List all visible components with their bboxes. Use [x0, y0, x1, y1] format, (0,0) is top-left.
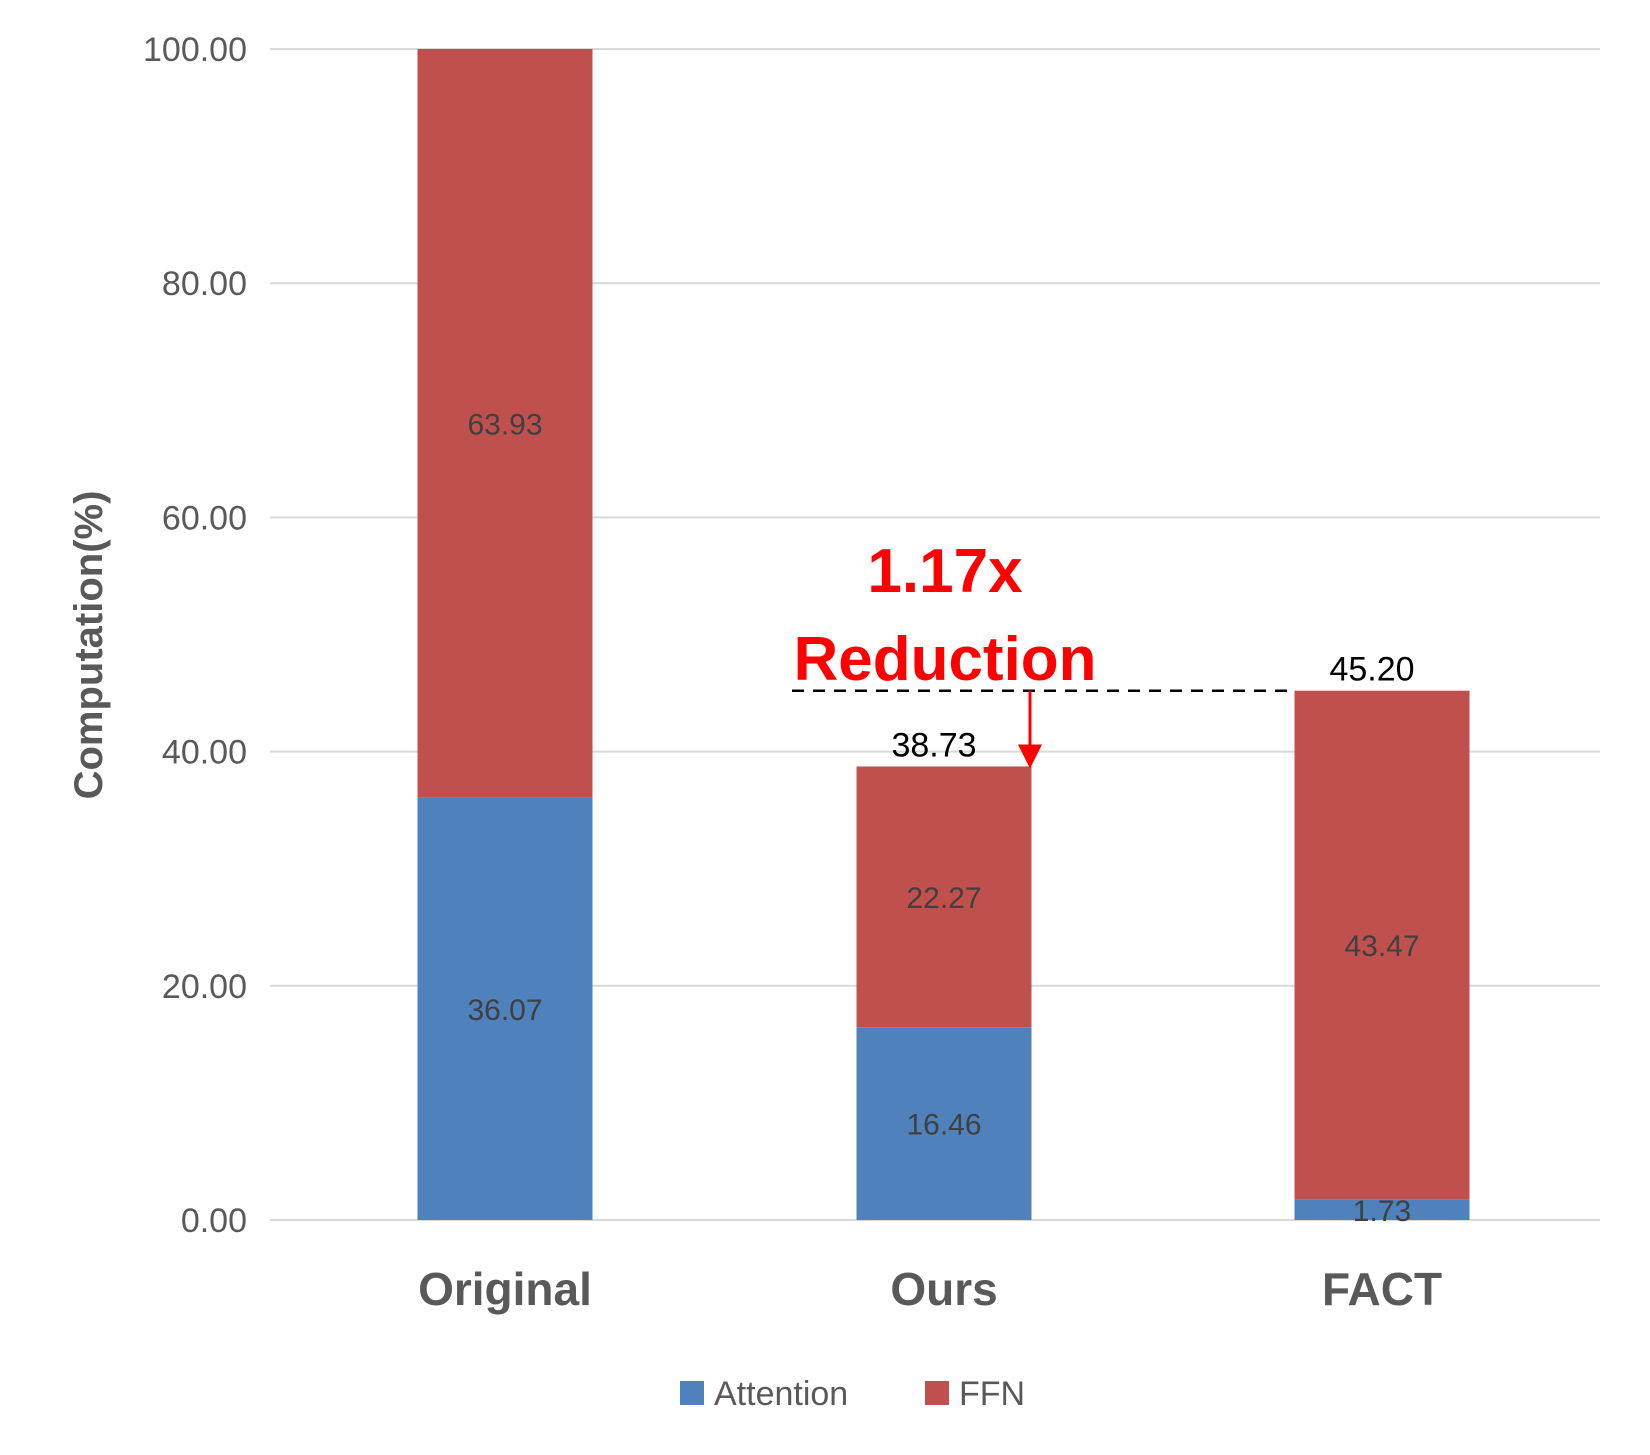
bars [417, 49, 1470, 1220]
y-tick-label: 60.00 [162, 499, 247, 537]
bar-segment-ffn [417, 49, 593, 798]
x-category-label: Original [418, 1263, 592, 1315]
bar-segment-attention [417, 797, 593, 1220]
annotation-line-1: 1.17x [867, 537, 1023, 606]
reduction-annotation: 1.17x Reduction [792, 537, 1295, 769]
legend-swatch-ffn [925, 1381, 949, 1405]
y-tick-label: 80.00 [162, 265, 247, 303]
y-tick-label: 0.00 [181, 1202, 247, 1240]
legend-swatch-attention [680, 1381, 704, 1405]
data-label: 36.07 [467, 994, 542, 1027]
data-label: 1.73 [1353, 1195, 1411, 1228]
y-tick-label: 100.00 [143, 31, 247, 69]
gridlines: 0.00 20.00 40.00 60.00 80.00 100.00 [143, 31, 1600, 1240]
bar-total-label: 45.20 [1329, 651, 1414, 689]
data-label: 43.47 [1344, 930, 1419, 963]
data-label: 63.93 [467, 408, 542, 441]
bar-segment-ffn [856, 766, 1032, 1028]
y-axis-title: Computation(%) [67, 491, 111, 800]
data-label: 16.46 [906, 1109, 981, 1142]
x-category-label: Ours [890, 1263, 997, 1315]
bar-total-label: 38.73 [891, 726, 976, 764]
bar-segment-attention [856, 1027, 1032, 1220]
reduction-arrow-head [1018, 744, 1042, 769]
legend-label: Attention [714, 1375, 848, 1413]
y-tick-label: 40.00 [162, 734, 247, 772]
annotation-line-2: Reduction [793, 625, 1096, 694]
y-tick-label: 20.00 [162, 968, 247, 1006]
bar-segment-ffn [1294, 690, 1470, 1200]
x-category-label: FACT [1322, 1263, 1442, 1315]
data-label: 22.27 [906, 882, 981, 915]
data-labels: 36.07 63.93 Original 16.46 22.27 Ours 38.73 1.7… [418, 408, 1442, 1315]
legend: Attention FFN [680, 1375, 1025, 1413]
legend-label: FFN [959, 1375, 1025, 1413]
bar-segment-attention [1294, 1199, 1470, 1220]
